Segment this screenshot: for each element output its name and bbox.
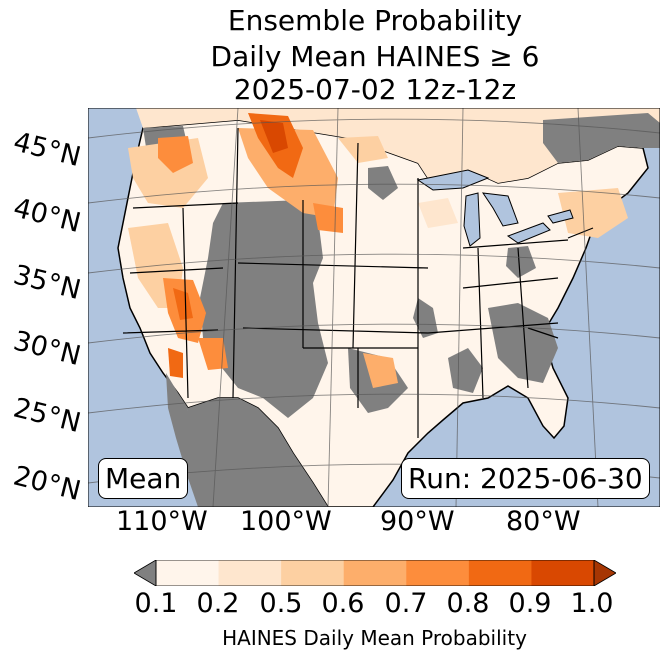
colorbar-segment [468, 560, 532, 586]
title-line-2: Daily Mean HAINES ≥ 6 [210, 40, 540, 73]
colorbar-tick: 0.5 [259, 588, 303, 619]
colorbar-segment [281, 560, 345, 586]
lat-label-45: 45°N [10, 126, 84, 174]
colorbar-under-arrow [134, 560, 157, 586]
run-date-box: Run: 2025-06-30 [401, 458, 650, 499]
lon-label-100w: 100°W [240, 506, 332, 537]
colorbar-tick: 0.8 [446, 588, 490, 619]
colorbar-segment [218, 560, 282, 586]
lat-label-20: 20°N [10, 460, 84, 508]
colorbar-tick: 0.1 [134, 588, 178, 619]
baja-peninsula [166, 373, 206, 507]
lat-label-25: 25°N [10, 392, 84, 440]
mean-label-box: Mean [98, 458, 189, 499]
lat-label-40: 40°N [10, 192, 84, 240]
lon-label-90w: 90°W [380, 506, 455, 537]
state-borders [122, 127, 594, 438]
lon-label-80w: 80°W [506, 506, 581, 537]
colorbar-segment [156, 560, 220, 586]
colorbar-tick: 0.2 [196, 588, 240, 619]
colorbar-segment [406, 560, 470, 586]
colorbar-label: HAINES Daily Mean Probability [222, 626, 527, 650]
lon-label-110w: 110°W [116, 506, 208, 537]
colorbar-segment [531, 560, 595, 586]
title-line-1: Ensemble Probability [227, 4, 523, 37]
lat-label-35: 35°N [10, 259, 84, 307]
colorbar-segment [343, 560, 407, 586]
canada-land [136, 108, 660, 186]
colorbar-tick: 0.6 [321, 588, 365, 619]
great-lakes [416, 169, 574, 247]
colorbar-tick: 0.9 [508, 588, 552, 619]
colorbar-over-arrow [593, 560, 616, 586]
colorbar [134, 560, 616, 586]
lat-label-30: 30°N [10, 325, 84, 373]
probability-map [88, 108, 660, 507]
mexico-land [183, 398, 328, 507]
title-line-3: 2025-07-02 12z-12z [233, 73, 517, 106]
graticule [88, 108, 660, 507]
colorbar-frame [155, 560, 595, 586]
colorbar-tick: 1.0 [570, 588, 614, 619]
colorbar-tick: 0.7 [384, 588, 428, 619]
